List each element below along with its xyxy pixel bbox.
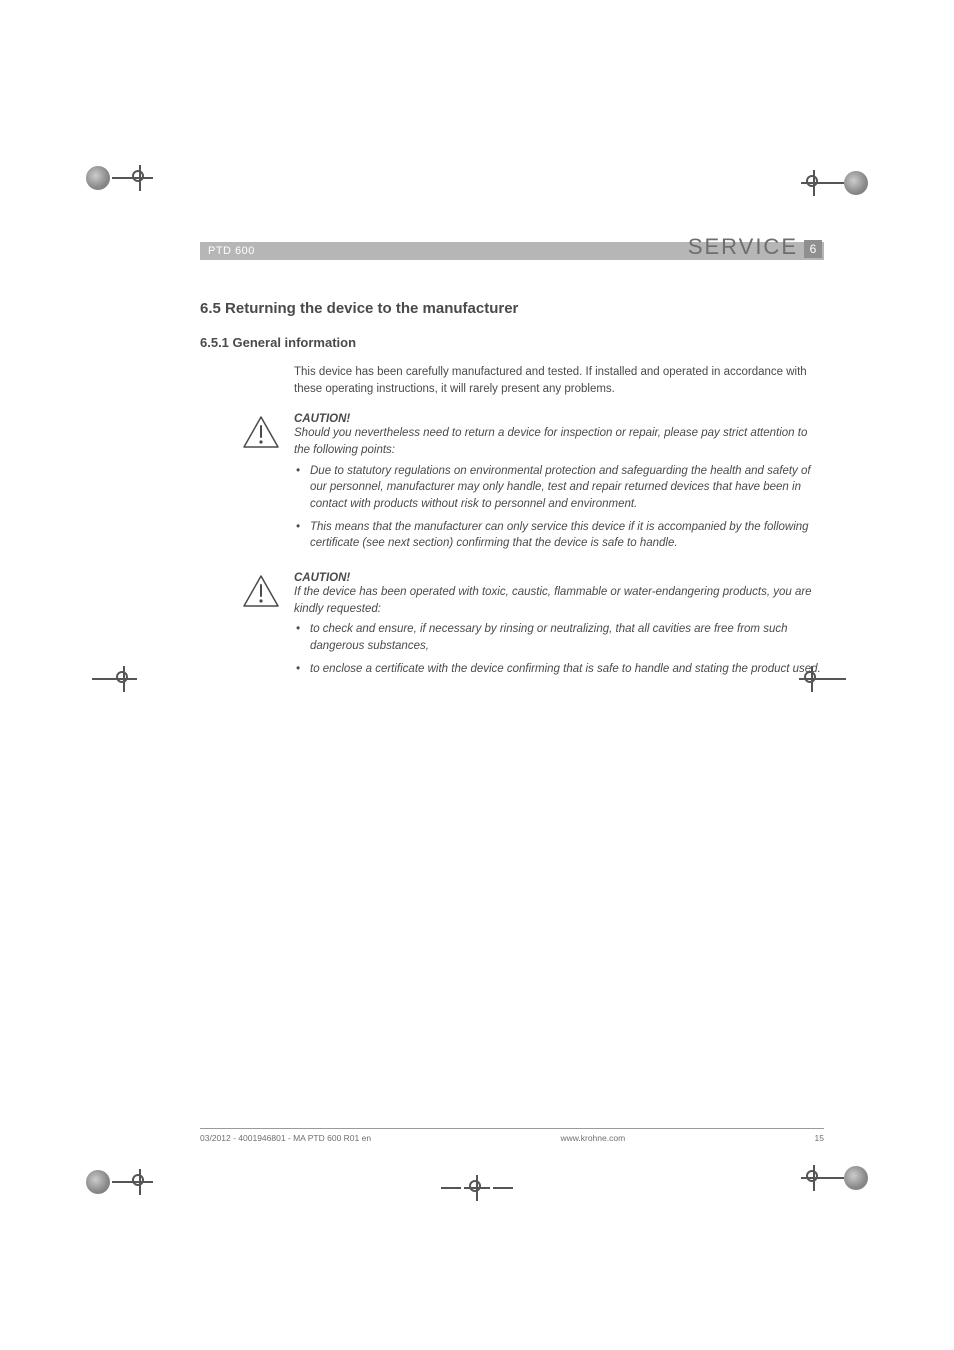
list-item: Due to statutory regulations on environm… xyxy=(294,463,824,513)
footer-right: 15 xyxy=(815,1133,824,1143)
caution-block-2: CAUTION! If the device has been operated… xyxy=(294,572,824,693)
footer-rule xyxy=(200,1128,824,1129)
footer: 03/2012 - 4001946801 - MA PTD 600 R01 en… xyxy=(200,1128,824,1143)
model-label: PTD 600 xyxy=(200,245,255,257)
printer-mark-left-center xyxy=(92,667,152,691)
caution-1-lead: Should you nevertheless need to return a… xyxy=(294,425,824,458)
caution-2-title: CAUTION! xyxy=(294,572,824,584)
caution-icon xyxy=(242,415,280,449)
caution-2-text: CAUTION! If the device has been operated… xyxy=(294,572,824,693)
list-item: This means that the manufacturer can onl… xyxy=(294,519,824,552)
caution-block-1: CAUTION! Should you nevertheless need to… xyxy=(294,413,824,568)
caution-1-bullets: Due to statutory regulations on environm… xyxy=(294,463,824,552)
list-item: to enclose a certificate with the device… xyxy=(294,661,824,678)
footer-center: www.krohne.com xyxy=(560,1133,625,1143)
footer-left: 03/2012 - 4001946801 - MA PTD 600 R01 en xyxy=(200,1133,371,1143)
list-item: to check and ensure, if necessary by rin… xyxy=(294,621,824,654)
section-label: SERVICE xyxy=(688,234,798,260)
printer-mark-top-left xyxy=(86,166,136,190)
heading-6-5: 6.5 Returning the device to the manufact… xyxy=(200,300,824,317)
chapter-number: 6 xyxy=(804,240,822,258)
caution-1-text: CAUTION! Should you nevertheless need to… xyxy=(294,413,824,568)
intro-paragraph: This device has been carefully manufactu… xyxy=(294,364,824,397)
heading-6-5-1: 6.5.1 General information xyxy=(200,335,824,350)
caution-2-lead: If the device has been operated with tox… xyxy=(294,584,824,617)
printer-mark-top-right xyxy=(818,171,868,195)
printer-mark-bottom-center xyxy=(447,1176,507,1200)
caution-icon xyxy=(242,574,280,608)
body-block: This device has been carefully manufactu… xyxy=(294,364,824,693)
printer-mark-bottom-right xyxy=(818,1166,868,1190)
content-area: 6.5 Returning the device to the manufact… xyxy=(200,300,824,697)
footer-row: 03/2012 - 4001946801 - MA PTD 600 R01 en… xyxy=(200,1133,824,1143)
header-title: SERVICE 6 xyxy=(688,234,822,260)
page: PTD 600 SERVICE 6 6.5 Returning the devi… xyxy=(0,0,954,1350)
caution-2-bullets: to check and ensure, if necessary by rin… xyxy=(294,621,824,677)
printer-mark-bottom-left xyxy=(86,1170,136,1194)
caution-1-title: CAUTION! xyxy=(294,413,824,425)
